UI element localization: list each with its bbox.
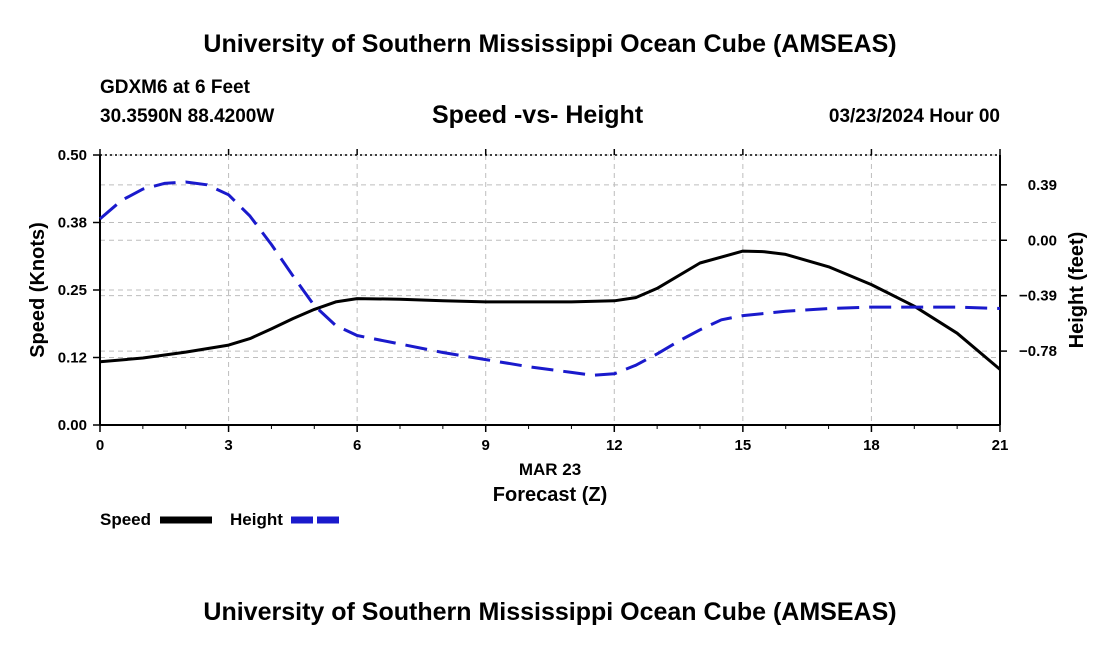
x-tick-label: 15: [735, 437, 752, 454]
y-left-tick-label: 0.38: [58, 215, 87, 232]
x-tick-label: 18: [863, 437, 880, 454]
forecast-datetime: 03/23/2024 Hour 00: [828, 106, 1000, 127]
series-line-speed: [99, 249, 1001, 371]
x-tick-label: 9: [482, 437, 490, 454]
y-right-tick-label: 0.00: [1028, 232, 1057, 249]
y-left-tick-label: 0.50: [58, 147, 87, 164]
station-coordinates: 30.3590N 88.4200W: [100, 106, 275, 127]
y-right-tick-label: −0.39: [1019, 288, 1057, 305]
legend-label-speed: Speed: [100, 510, 151, 529]
y-left-tick-label: 0.00: [58, 417, 87, 434]
y-left-tick-label: 0.12: [58, 350, 87, 367]
x-tick-label: 21: [992, 437, 1009, 454]
series-line-height: [99, 180, 1001, 377]
y-right-axis-label: Height (feet): [1066, 232, 1088, 349]
y-right-tick-label: −0.78: [1019, 343, 1057, 360]
x-axis-date-label: MAR 23: [519, 460, 581, 479]
main-title: University of Southern Mississippi Ocean…: [203, 30, 897, 58]
footer-title: University of Southern Mississippi Ocean…: [203, 598, 897, 626]
y-left-axis-label: Speed (Knots): [27, 222, 49, 358]
x-tick-label: 3: [224, 437, 232, 454]
legend-label-height: Height: [230, 510, 283, 529]
y-right-tick-label: 0.39: [1028, 177, 1057, 194]
x-tick-label: 0: [96, 437, 104, 454]
chart-title: Speed -vs- Height: [432, 101, 644, 129]
x-tick-label: 12: [606, 437, 623, 454]
y-left-tick-label: 0.25: [58, 282, 87, 299]
x-tick-label: 6: [353, 437, 361, 454]
x-axis-label: Forecast (Z): [493, 484, 607, 506]
station-name: GDXM6 at 6 Feet: [100, 77, 250, 98]
